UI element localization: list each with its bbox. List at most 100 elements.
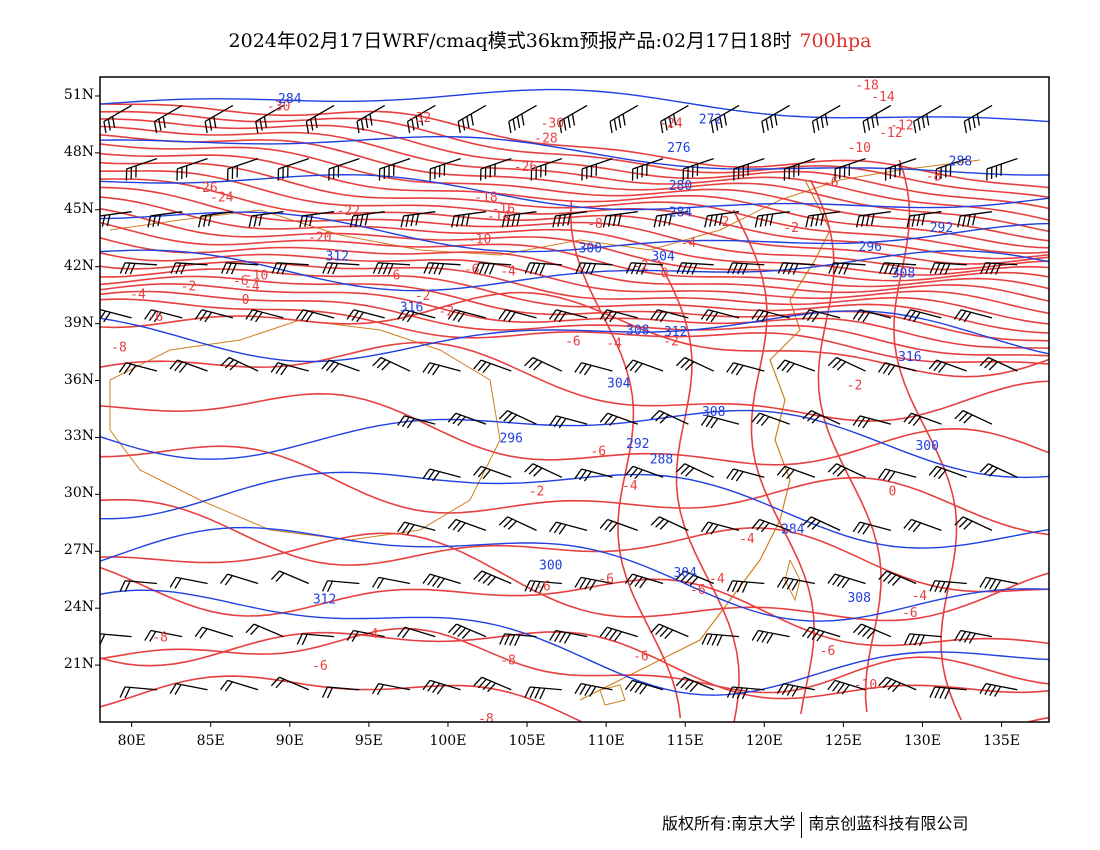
wind-barb — [397, 415, 436, 429]
wind-barb — [624, 359, 664, 373]
wind-barb — [501, 211, 537, 228]
temperature-label: -6 — [823, 175, 839, 190]
temperature-label: -6 — [312, 659, 328, 674]
wind-barb — [480, 157, 512, 181]
height-label: 284 — [278, 92, 302, 107]
wind-barb — [119, 262, 157, 275]
x-tick-label: 135E — [983, 733, 1021, 749]
height-contour — [100, 88, 1049, 123]
height-label: 308 — [892, 266, 915, 281]
wind-barb — [397, 626, 436, 639]
temperature-label: -4 — [606, 337, 622, 352]
temperature-label: -10 — [468, 232, 491, 247]
y-tick-label: 36N — [63, 371, 94, 388]
height-label: 308 — [847, 591, 870, 606]
wind-barb — [524, 580, 562, 593]
wind-barb — [422, 362, 461, 376]
wind-barb — [913, 104, 942, 134]
temperature-label: -24 — [659, 117, 683, 132]
wind-barb — [220, 679, 259, 692]
coastline — [579, 179, 831, 701]
temperature-contour — [100, 445, 1049, 536]
wind-barb — [609, 104, 639, 134]
wind-barb — [727, 262, 765, 275]
y-tick-label: 48N — [63, 143, 94, 160]
footer-separator — [801, 811, 803, 838]
temperature-label: -2 — [783, 221, 799, 236]
wind-barb — [903, 412, 942, 427]
temperature-contour — [100, 125, 1049, 221]
wind-barb — [733, 157, 765, 181]
wind-barb — [935, 157, 967, 181]
height-label: 316 — [400, 301, 423, 316]
height-contour — [100, 589, 1049, 696]
height-label: 312 — [313, 593, 336, 608]
wind-barb — [549, 415, 588, 429]
temperature-label: -20 — [308, 230, 331, 245]
wind-barb — [929, 580, 967, 593]
temperature-label: -6 — [233, 274, 249, 289]
x-tick-label: 95E — [354, 733, 383, 749]
y-tick-label: 51N — [63, 86, 94, 103]
wind-barb — [194, 626, 234, 639]
height-label: 296 — [859, 240, 882, 255]
wind-barb — [271, 262, 309, 275]
temperature-label: -6 — [633, 650, 649, 665]
wind-barb — [602, 211, 638, 228]
wind-barb — [929, 686, 967, 700]
wind-barb — [255, 104, 284, 134]
x-tick-label: 130E — [903, 733, 941, 749]
wind-barb — [903, 518, 942, 533]
temperature-label: -6 — [598, 572, 614, 587]
temperature-label: -4 — [911, 589, 927, 604]
temperature-label: -6 — [385, 268, 401, 283]
wind-barb — [346, 629, 385, 642]
wind-barb — [954, 516, 993, 531]
wind-barb — [751, 309, 790, 323]
temperature-label: -10 — [245, 268, 268, 283]
wind-barb — [776, 465, 816, 480]
wind-barb — [852, 521, 892, 535]
temperature-label: -12 — [879, 126, 902, 141]
wind-barb — [682, 157, 714, 181]
wind-barb — [884, 157, 917, 181]
temperature-contour — [100, 268, 1049, 334]
wind-barb — [979, 463, 1018, 478]
temperature-label: -4 — [363, 627, 379, 642]
wind-barb — [498, 410, 537, 425]
height-label: 312 — [326, 249, 349, 264]
wind-barb — [700, 309, 740, 323]
temperature-label: -6 — [902, 606, 918, 621]
wind-barb — [321, 359, 360, 373]
height-label: 276 — [667, 141, 690, 156]
wind-barb — [372, 683, 411, 695]
wind-barb — [877, 362, 917, 376]
temperature-label: -4 — [739, 532, 755, 547]
wind-barb — [328, 157, 360, 181]
temperature-contour — [100, 298, 1049, 365]
wind-barb — [650, 410, 689, 425]
wind-barb — [599, 626, 638, 642]
plot-frame — [99, 76, 1050, 723]
title-level: 700hpa — [799, 30, 872, 52]
temperature-label: -2 — [439, 304, 455, 319]
wind-barb — [144, 309, 183, 323]
wind-barb — [498, 516, 537, 531]
wind-barb — [473, 570, 512, 586]
height-contours — [100, 88, 1049, 696]
temperature-label: -4 — [681, 236, 697, 251]
wind-barb — [499, 633, 537, 647]
temperature-label: -2 — [847, 378, 863, 393]
wind-barb — [581, 157, 613, 181]
temperature-contour — [100, 252, 1049, 315]
wind-barb — [295, 309, 335, 323]
height-label: 300 — [915, 439, 938, 454]
x-tick-label: 125E — [824, 733, 862, 749]
temperature-label: -14 — [487, 209, 511, 224]
island-outline — [599, 684, 626, 706]
wind-barb — [878, 262, 917, 275]
height-label: 308 — [702, 405, 725, 420]
wind-barb — [710, 104, 740, 134]
temperature-label: -22 — [337, 204, 360, 219]
